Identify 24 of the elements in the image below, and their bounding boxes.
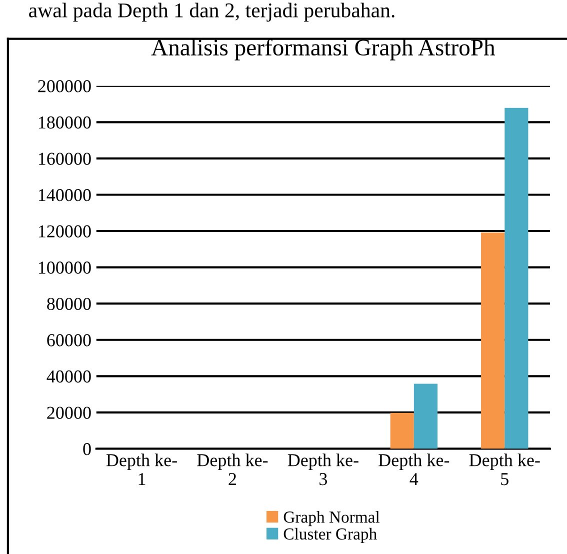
bar: [390, 412, 414, 449]
y-tick-label: 160000: [38, 152, 91, 165]
chart-title: Analisis performansi Graph AstroPh: [151, 38, 496, 60]
x-tick-label: Depth ke- 2: [197, 454, 268, 486]
bar: [504, 108, 528, 449]
bar: [414, 384, 438, 449]
x-tick-label: Depth ke- 4: [378, 454, 450, 486]
y-tick-label: 80000: [47, 298, 91, 310]
y-tick-label: 140000: [38, 188, 91, 202]
y-tick-label: 20000: [47, 406, 91, 419]
x-tick-label: Depth ke- 3: [288, 454, 358, 486]
y-tick-label: 0: [83, 442, 91, 456]
y-tick-label: 60000: [47, 334, 91, 346]
y-tick-label: 100000: [38, 262, 91, 274]
y-tick-label: 200000: [38, 80, 91, 92]
legend-label: Cluster Graph: [284, 528, 377, 544]
bar: [481, 232, 505, 449]
x-tick-label: Depth ke- 1: [106, 454, 177, 486]
x-tick-label: Depth ke- 5: [469, 454, 540, 486]
y-tick-label: 120000: [38, 225, 91, 238]
y-tick-label: 180000: [38, 116, 91, 129]
y-tick-label: 40000: [46, 370, 91, 383]
legend-label: Graph Normal: [284, 511, 380, 526]
text: awal pada Depth 1 dan 2, terjadi perubahan.: [29, 2, 394, 22]
